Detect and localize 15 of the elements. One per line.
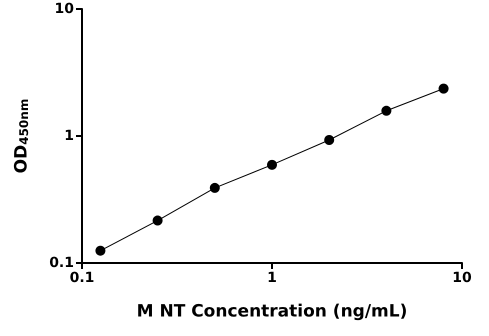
point xyxy=(210,182,220,193)
point xyxy=(95,246,106,256)
y-tick-label: 10 xyxy=(54,1,74,17)
point xyxy=(438,84,449,94)
y-axis-title: OD450nm xyxy=(12,98,32,174)
y-tick-label: 1 xyxy=(64,128,74,144)
x-tick-label: 10 xyxy=(452,270,472,286)
x-tick-label: 0.1 xyxy=(70,270,94,286)
point xyxy=(324,135,334,145)
point xyxy=(152,216,163,226)
x-tick-label: 1 xyxy=(267,270,277,286)
point xyxy=(381,106,392,116)
y-tick-label: 0.1 xyxy=(49,255,74,271)
x-axis-title: M NT Concentration (ng/mL) xyxy=(136,302,408,322)
point xyxy=(267,160,277,170)
